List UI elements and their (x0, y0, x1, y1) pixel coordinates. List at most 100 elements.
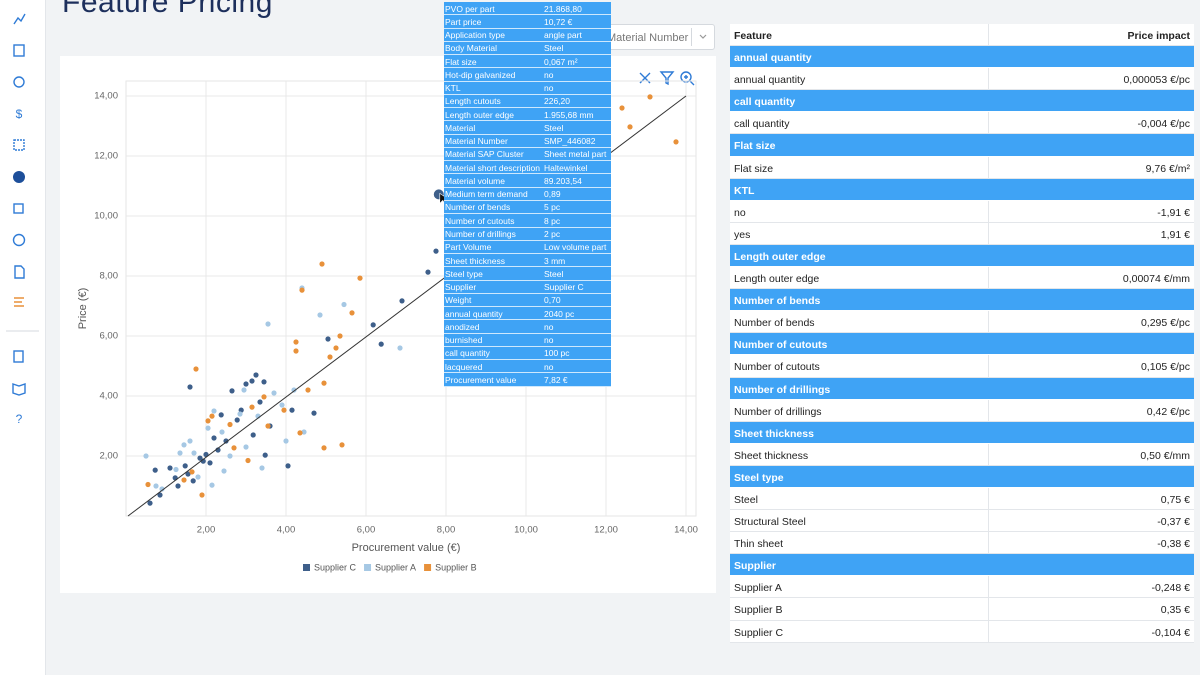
data-point (211, 408, 217, 414)
feature-name: Structural Steel (734, 516, 806, 529)
column-divider (988, 267, 989, 289)
data-point (291, 387, 297, 393)
column-divider (988, 443, 989, 465)
data-point (221, 468, 227, 474)
table-row: Number of cutouts 0,105 €/pc (730, 355, 1194, 378)
feature-name: annual quantity (734, 74, 806, 87)
price-impact: 9,76 €/m² (1145, 162, 1190, 175)
tooltip-row: Length outer edge 1.955,68 mm (444, 108, 611, 122)
data-point (191, 450, 197, 456)
tooltip-key: burnished (445, 335, 483, 346)
group-row: Length outer edge (730, 244, 1194, 268)
nav-icon[interactable] (13, 350, 24, 363)
nav-icon[interactable] (14, 265, 25, 279)
nav-icon[interactable] (13, 139, 25, 151)
data-point (325, 336, 331, 342)
data-point (143, 453, 149, 459)
y-tick-label: 2,00 (100, 451, 119, 462)
dropdown[interactable]: Material Number (598, 24, 715, 50)
data-point (207, 460, 213, 466)
data-point (189, 469, 195, 475)
column-divider (988, 200, 989, 222)
legend-swatch (364, 564, 372, 571)
tooltip-row: KTL no (444, 82, 611, 95)
data-point (234, 417, 240, 423)
legend-swatch (424, 564, 432, 571)
data-point (167, 465, 173, 471)
price-impact: 1,91 € (1160, 228, 1190, 241)
filter-button[interactable] (659, 71, 675, 86)
tooltip-row: Procurement value 7,82 € (444, 373, 611, 387)
data-point (159, 486, 165, 492)
group-name: Supplier (734, 560, 777, 573)
data-point (293, 348, 299, 354)
data-point (231, 445, 237, 451)
data-point (399, 298, 405, 304)
dropdown-label: Material Number (607, 32, 689, 44)
nav-icon[interactable] (13, 13, 26, 25)
x-axis-label: Procurement value (€) (352, 542, 461, 554)
data-point (619, 105, 625, 111)
y-tick-label: 14,00 (94, 91, 118, 102)
tooltip-value: no (544, 335, 554, 346)
data-point (175, 483, 181, 489)
table-row: Number of bends 0,295 €/pc (730, 311, 1194, 334)
price-impact: -0,38 € (1157, 538, 1190, 551)
zoom-button[interactable] (680, 71, 695, 86)
tooltip-key: Hot-dip galvanized (445, 69, 516, 80)
data-point (223, 438, 229, 444)
data-point (250, 432, 256, 438)
legend-label: Supplier C (314, 562, 357, 572)
data-point (311, 410, 317, 416)
price-impact: 0,00074 €/mm (1122, 273, 1190, 286)
data-point (265, 423, 271, 429)
feature-name: Supplier B (734, 604, 783, 617)
nav-icon[interactable] (14, 297, 24, 307)
data-point (187, 384, 193, 390)
data-point (187, 438, 193, 444)
tooltip-key: PVO per part (445, 3, 495, 14)
data-point (349, 310, 355, 316)
tooltip-key: Number of drillings (445, 229, 516, 240)
y-tick-label: 8,00 (100, 271, 119, 282)
data-point (257, 399, 263, 405)
tooltip-row: Weight 0,70 (444, 294, 611, 308)
feature-name: Number of drillings (734, 405, 822, 418)
group-name: Steel type (734, 471, 784, 484)
nav-icon[interactable] (13, 203, 24, 214)
data-point (261, 394, 267, 400)
data-point (249, 378, 255, 384)
nav-icon[interactable] (13, 76, 25, 88)
group-row: Steel type (730, 465, 1194, 488)
sidebar: $ ? (0, 0, 46, 675)
nav-icon[interactable] (13, 44, 25, 57)
data-point (181, 442, 187, 448)
nav-icon[interactable]: $ (16, 107, 23, 121)
data-point (205, 418, 211, 424)
nav-icon[interactable] (13, 171, 25, 183)
feature-name: Supplier C (734, 626, 784, 639)
data-point (283, 438, 289, 444)
tooltip-value: 7,82 € (544, 374, 568, 385)
nav-icon[interactable] (12, 233, 26, 247)
tooltip-row: Material Steel (444, 121, 611, 135)
nav-icon[interactable]: ? (16, 412, 23, 426)
plot-frame (125, 80, 697, 517)
data-point (241, 387, 247, 393)
feature-name: yes (734, 228, 751, 241)
table-row: Sheet thickness 0,50 €/mm (730, 443, 1194, 466)
x-tick-label: 12,00 (594, 525, 618, 536)
data-point (281, 407, 287, 413)
data-point (337, 333, 343, 339)
table-row: Thin sheet -0,38 € (730, 532, 1194, 555)
dropdown-toggle[interactable] (691, 28, 714, 46)
tooltip-value: SMP_446082 (544, 136, 596, 147)
nav-icon[interactable] (12, 383, 26, 396)
data-point (253, 372, 259, 378)
tooltip-row: PVO per part 21.868,80 (444, 2, 611, 16)
y-axis-label: Price (€) (77, 288, 89, 330)
tooltip-row: Material SAP Cluster Sheet metal part (444, 148, 611, 162)
x-tick-label: 8,00 (437, 525, 456, 536)
data-point (185, 471, 191, 477)
data-point (333, 345, 339, 351)
